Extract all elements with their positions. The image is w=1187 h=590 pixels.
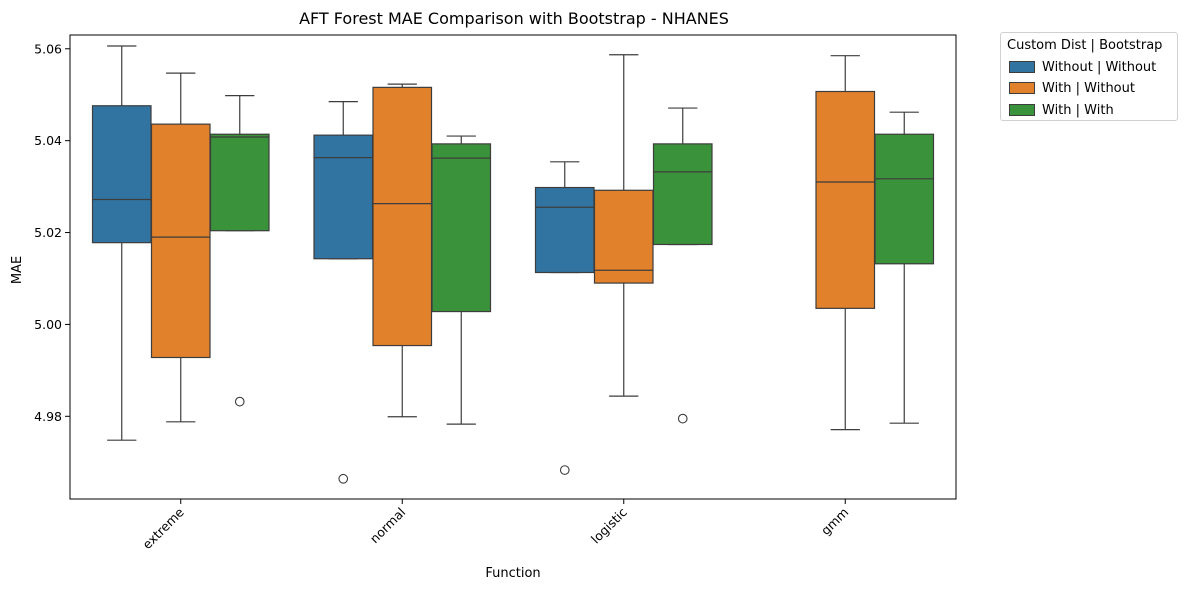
plot-area	[69, 34, 957, 500]
legend-item-with-with: With | With	[1009, 102, 1114, 118]
y-tick-label: 5.02	[34, 225, 62, 240]
box-group	[372, 83, 433, 418]
box-iqr	[593, 189, 654, 284]
y-axis-label: MAE	[10, 256, 25, 284]
legend-item-with-without: With | Without	[1009, 80, 1135, 96]
box-group	[534, 161, 595, 475]
outlier-point	[338, 473, 349, 484]
box-group	[431, 135, 492, 425]
x-tick-label: extreme	[139, 504, 187, 552]
legend-swatch	[1009, 61, 1035, 73]
legend-label: Without | Without	[1042, 59, 1157, 75]
box-iqr	[534, 186, 595, 274]
box-group	[815, 55, 876, 431]
y-axis: 4.98 5.00 5.02 5.04 5.06	[34, 41, 70, 424]
box-iqr	[150, 123, 211, 359]
box-iqr	[91, 105, 152, 244]
box-iqr	[874, 133, 935, 265]
box-group	[209, 95, 270, 407]
box-iqr	[313, 134, 374, 260]
chart-title: AFT Forest MAE Comparison with Bootstrap…	[299, 9, 729, 28]
box-group	[593, 54, 654, 397]
box-iqr	[372, 86, 433, 347]
y-tick-label: 4.98	[34, 409, 62, 424]
x-axis: extreme normal logistic gmm	[139, 499, 851, 552]
y-tick-label: 5.04	[34, 133, 62, 148]
plot-frame	[69, 34, 957, 500]
legend-label: With | With	[1042, 102, 1114, 118]
x-tick-label: gmm	[818, 505, 851, 538]
box-group	[652, 107, 713, 424]
legend-label: With | Without	[1042, 80, 1135, 96]
outlier-point	[677, 413, 688, 424]
legend-item-without-without: Without | Without	[1009, 59, 1157, 75]
box-group	[150, 72, 211, 423]
legend-swatch	[1009, 104, 1035, 116]
box-iqr	[209, 133, 270, 232]
y-tick-label: 5.06	[34, 41, 62, 56]
outlier-point	[234, 396, 245, 407]
box-iqr	[431, 143, 492, 313]
legend-title: Custom Dist | Bootstrap	[1007, 38, 1163, 53]
x-tick-label: normal	[367, 505, 409, 547]
y-tick-label: 5.00	[34, 317, 62, 332]
box-iqr	[652, 143, 713, 246]
box-group	[91, 45, 152, 441]
legend: Custom Dist | Bootstrap Without | Withou…	[1000, 32, 1178, 121]
x-tick-label: logistic	[588, 504, 630, 546]
box-group	[313, 101, 374, 484]
x-axis-label: Function	[485, 566, 540, 581]
legend-swatch	[1009, 82, 1035, 94]
outlier-point	[559, 465, 570, 475]
box-group	[874, 111, 935, 424]
box-iqr	[815, 90, 876, 309]
